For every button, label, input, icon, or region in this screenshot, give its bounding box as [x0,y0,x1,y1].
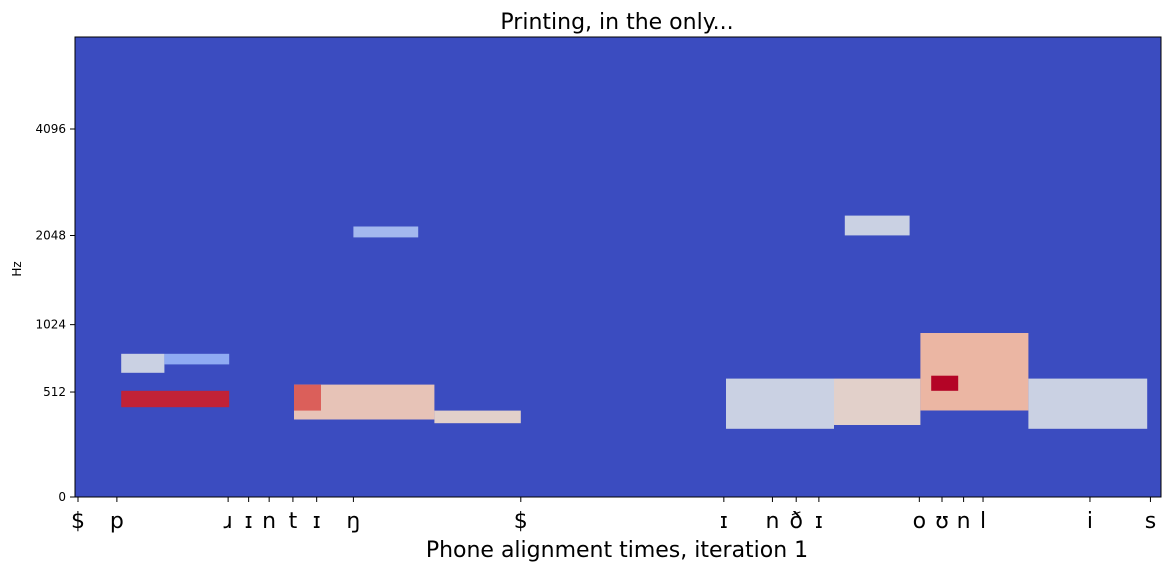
y-tick-label: 4096 [35,122,66,136]
y-tick-label: 2048 [35,228,66,242]
phone-label: ɹ [224,509,233,534]
phone-label: i [1087,509,1093,534]
plot-frame [74,36,1162,498]
phone-label: ɪ [815,509,823,534]
energy-region [164,353,230,365]
phone-label: n [262,509,276,534]
y-axis: 0 512 1024 2048 4096 [35,122,75,504]
phone-label: $ [71,509,85,534]
energy-region [726,378,834,429]
energy-region [434,410,521,424]
energy-region [121,353,165,373]
energy-region [294,384,321,411]
y-axis-label: Hz [10,261,24,276]
phone-label: ɪ [720,509,728,534]
energy-region [931,375,959,391]
energy-region [1028,378,1148,429]
chart-title: Printing, in the only... [500,10,733,35]
phone-label: ɪ [245,509,253,534]
x-axis-label: Phone alignment times, iteration 1 [426,538,808,563]
energy-region [121,390,230,408]
phone-label: n [957,509,971,534]
phone-label: n [765,509,779,534]
heatmap-energy-layer [121,215,1148,429]
heatmap-background [75,37,1161,497]
x-axis-phones: $ p ɹ ɪ n t ɪ ŋ $ ɪ n ð ɪ o ʊ n l i s [71,497,1156,534]
phone-label: $ [514,509,528,534]
phone-label: ɪ [313,509,321,534]
energy-region [844,215,910,236]
phone-label: l [980,509,986,534]
phone-label: ŋ [346,509,360,534]
energy-region [353,226,419,238]
y-tick-label: 512 [43,385,66,399]
phone-label: ð [789,509,802,534]
phone-label: o [913,509,926,534]
phone-label: s [1145,509,1156,534]
energy-region [920,333,1029,411]
y-tick-label: 0 [58,490,66,504]
phone-label: ʊ [935,509,949,534]
phone-label: t [289,509,298,534]
plot-area [74,36,1162,498]
energy-region [834,378,921,425]
phone-label: p [110,509,124,534]
y-tick-label: 1024 [35,318,66,332]
